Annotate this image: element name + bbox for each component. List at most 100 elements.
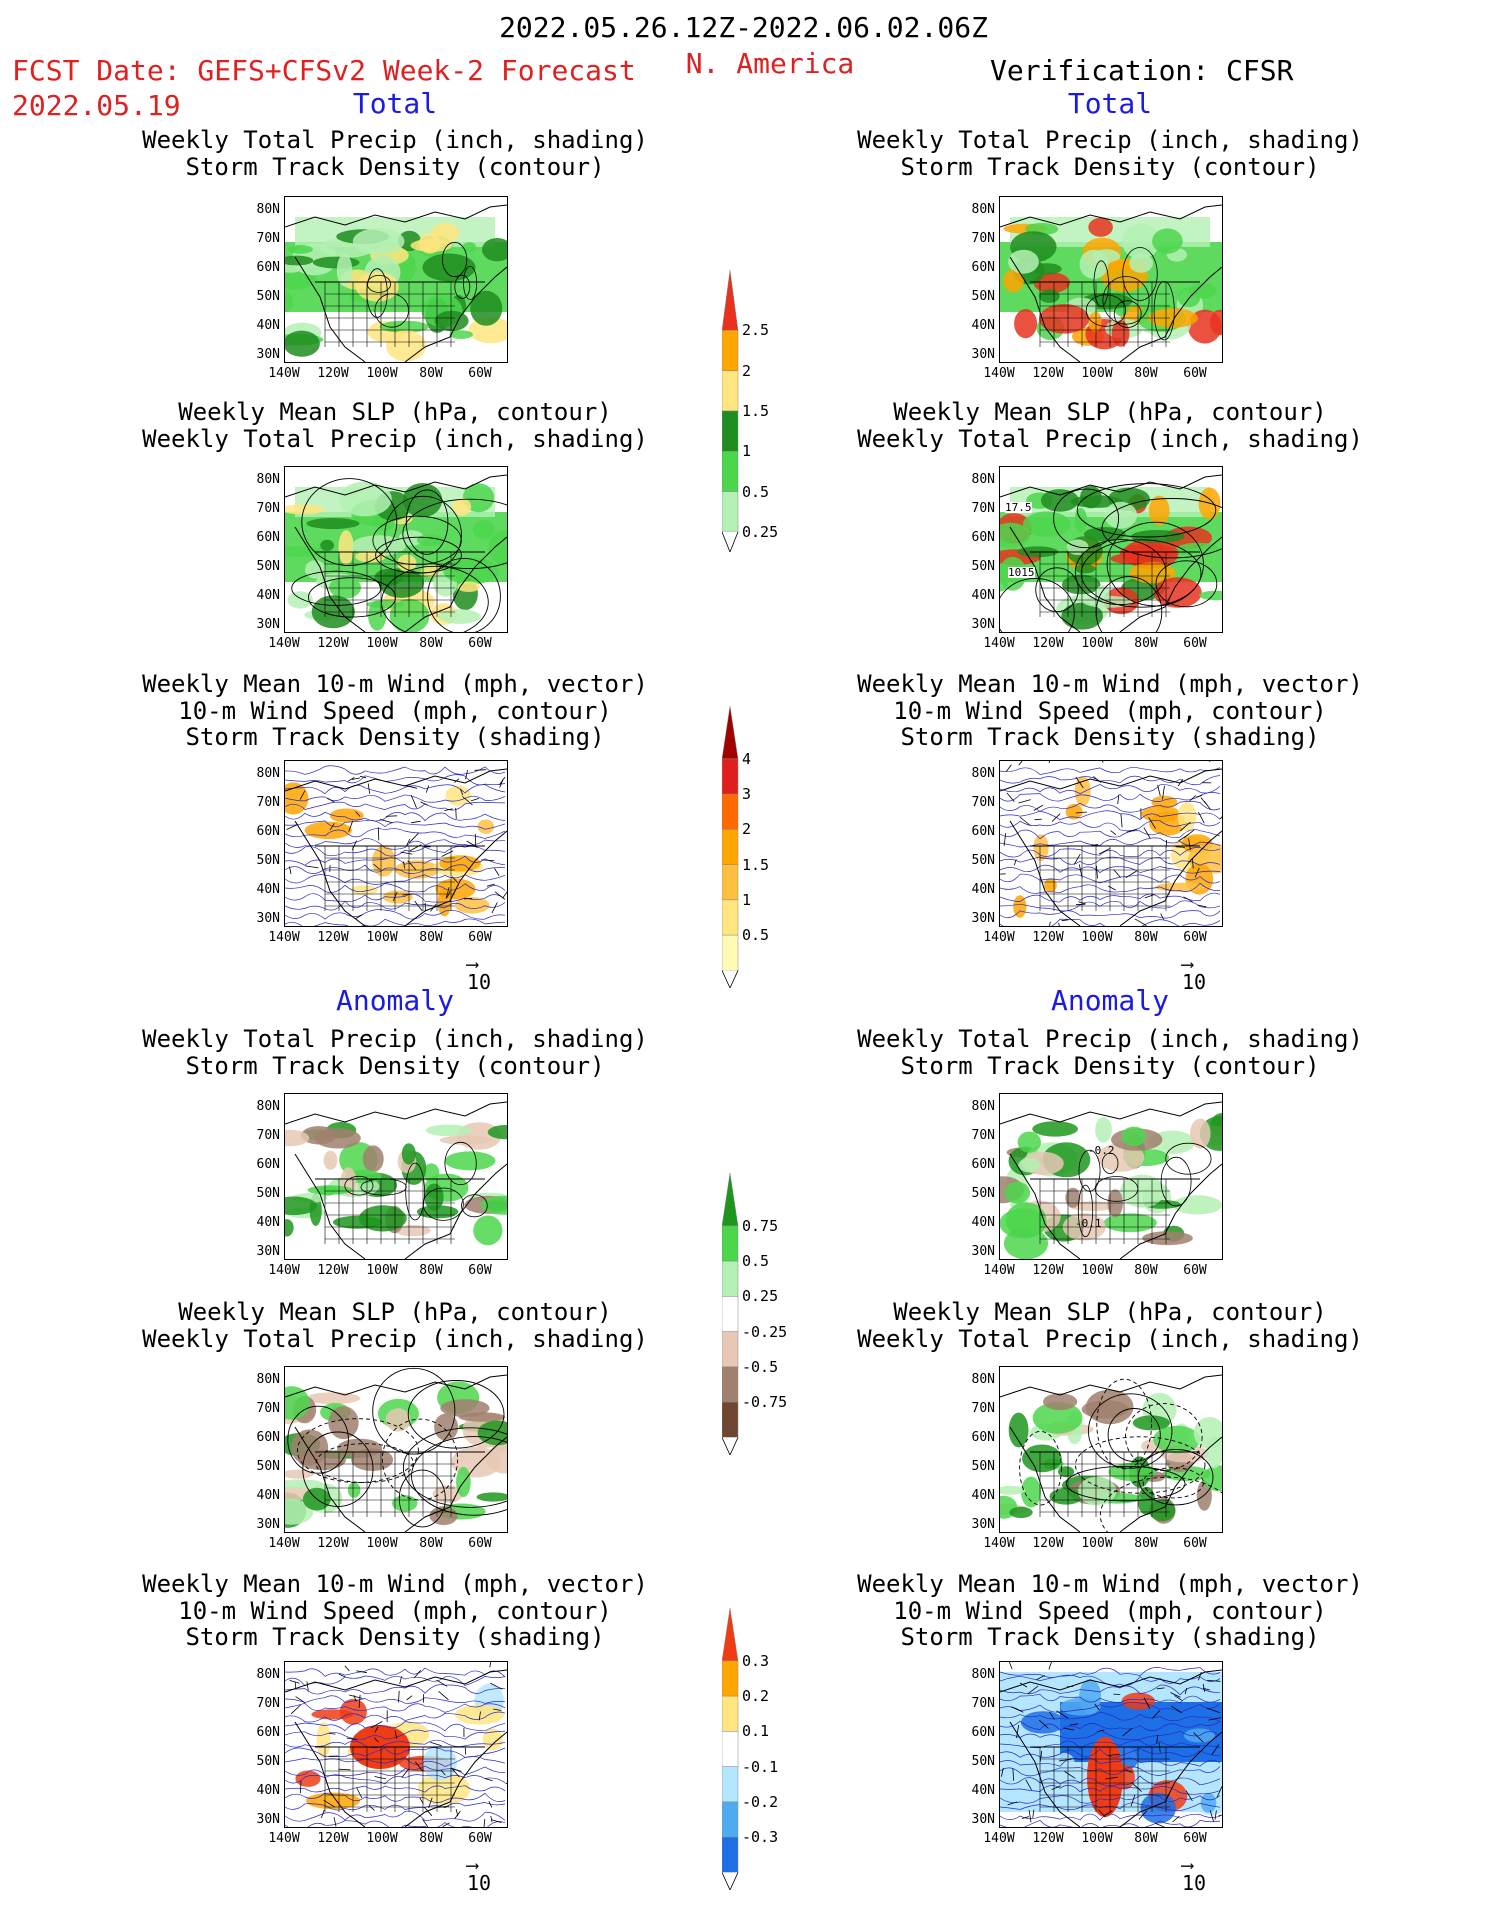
wind-vector: [1016, 1724, 1020, 1739]
shade-blob: [454, 897, 490, 914]
wind-vector: [1174, 1695, 1183, 1702]
wind-vector: [1196, 795, 1203, 798]
wind-contour: [1000, 910, 1221, 919]
shade-blob: [362, 1145, 384, 1173]
shade-blob: [434, 310, 469, 332]
coastline: [294, 1426, 507, 1532]
map-panel: [284, 1093, 508, 1260]
coastline: [1000, 1101, 1222, 1125]
slp-contour: [1137, 1449, 1214, 1506]
wind-vector: [1097, 1729, 1105, 1733]
lon-tick-label: 100W: [366, 636, 398, 651]
lat-tick-label: 50N: [971, 559, 995, 574]
storm-anom-contour-label: -0.2: [1088, 1144, 1115, 1157]
shade-blob: [432, 1485, 464, 1503]
lat-tick-label: 80N: [256, 1372, 280, 1387]
lon-tick-label: 100W: [1081, 1263, 1113, 1278]
wind-vector: [1019, 816, 1031, 826]
lat-tick-label: 40N: [971, 1215, 995, 1230]
wind-contour: [285, 774, 506, 786]
shade-blob: [1129, 253, 1153, 273]
wind-vector: [441, 850, 454, 857]
panel-title-line: Weekly Mean SLP (hPa, contour): [178, 1298, 612, 1326]
wind-contour: [285, 765, 506, 775]
colorbar-label: 1: [742, 442, 752, 461]
wind-contour: [1000, 1711, 1221, 1723]
shade-blob: [1058, 1466, 1075, 1478]
lon-tick-label: 60W: [1183, 636, 1207, 651]
colorbar-svg: [721, 705, 739, 989]
map-panel: [284, 1366, 508, 1533]
wind-contour: [285, 1810, 506, 1822]
wind-vector: [410, 820, 421, 824]
coastline: [285, 474, 507, 498]
map-panel: [284, 1661, 508, 1828]
shade-blob: [1004, 1181, 1031, 1204]
shade-blob: [1088, 311, 1102, 332]
shade-blob: [401, 1143, 416, 1165]
wind-vector: [1051, 813, 1061, 822]
colorbar-swatch: [721, 829, 739, 865]
lat-tick-label: 40N: [971, 1783, 995, 1798]
wind-contour: [1000, 792, 1221, 802]
wind-vector: [502, 891, 507, 899]
wind-vector: [385, 815, 398, 817]
wind-vector: [1194, 867, 1200, 878]
wind-vector: [374, 1726, 379, 1733]
map-panel: [999, 760, 1223, 927]
shade-blob: [1092, 249, 1121, 264]
lat-tick-label: 50N: [971, 1754, 995, 1769]
shade-blob: [355, 271, 399, 302]
shade-blob: [285, 1129, 310, 1147]
lat-tick-label: 50N: [971, 289, 995, 304]
lon-tick-label: 100W: [366, 1831, 398, 1846]
lat-tick-label: 40N: [256, 882, 280, 897]
slp-contour: [1087, 1393, 1173, 1469]
map-plot: [1000, 474, 1222, 632]
lon-tick-label: 140W: [268, 930, 300, 945]
shade-blob: [1103, 1213, 1157, 1233]
wind-vector: [290, 1704, 301, 1715]
lon-tick-label: 100W: [366, 1263, 398, 1278]
wind-vector: [1158, 1742, 1161, 1753]
shade-blob: [385, 1408, 411, 1432]
slp-contour-label: 1015: [1008, 566, 1035, 579]
wind-contour: [285, 784, 506, 795]
colorbar-label: 1: [742, 890, 752, 909]
lat-tick-label: 60N: [256, 1157, 280, 1172]
panel-title-line: Weekly Total Precip (inch, shading): [857, 1025, 1363, 1053]
wind-vector: [413, 1670, 421, 1679]
storm-contour: [1078, 1149, 1101, 1192]
colorbar-swatch: [721, 1695, 739, 1732]
slp-contour: [1065, 1465, 1186, 1502]
colorbar-label: 0.75: [742, 1216, 779, 1235]
colorbar-tail: [721, 1437, 739, 1456]
storm-contour: [444, 1141, 477, 1186]
storm-contour: [1113, 300, 1142, 328]
shade-blob: [1061, 574, 1101, 595]
colorbar-label: 2: [742, 820, 752, 839]
lon-tick-label: 60W: [468, 1536, 492, 1551]
wind-vector: [1075, 903, 1086, 906]
shade-blob: [295, 1770, 321, 1787]
lon-tick-label: 80W: [419, 1536, 443, 1551]
coastline: [1000, 204, 1222, 228]
colorbar-swatch: [721, 758, 739, 795]
panel-title-line: Storm Track Density (shading): [900, 1623, 1320, 1651]
slp-contour: [301, 478, 398, 567]
lat-tick-label: 70N: [256, 231, 280, 246]
wind-vector: [454, 1810, 461, 1820]
shade-blob: [1177, 542, 1219, 554]
shade-blob: [1074, 564, 1096, 574]
shade-blob: [285, 1219, 294, 1237]
shade-blob: [372, 845, 396, 877]
wind-vector: [398, 1690, 400, 1703]
lat-tick-label: 80N: [256, 766, 280, 781]
wind-vector: [444, 808, 453, 811]
wind-vector: [1202, 1687, 1210, 1691]
wind-vector: [436, 1679, 448, 1687]
wind-vector: [399, 1676, 402, 1685]
lon-tick-label: 80W: [419, 1263, 443, 1278]
lat-tick-label: 80N: [256, 472, 280, 487]
panel-title-line: Weekly Mean 10-m Wind (mph, vector): [142, 670, 648, 698]
